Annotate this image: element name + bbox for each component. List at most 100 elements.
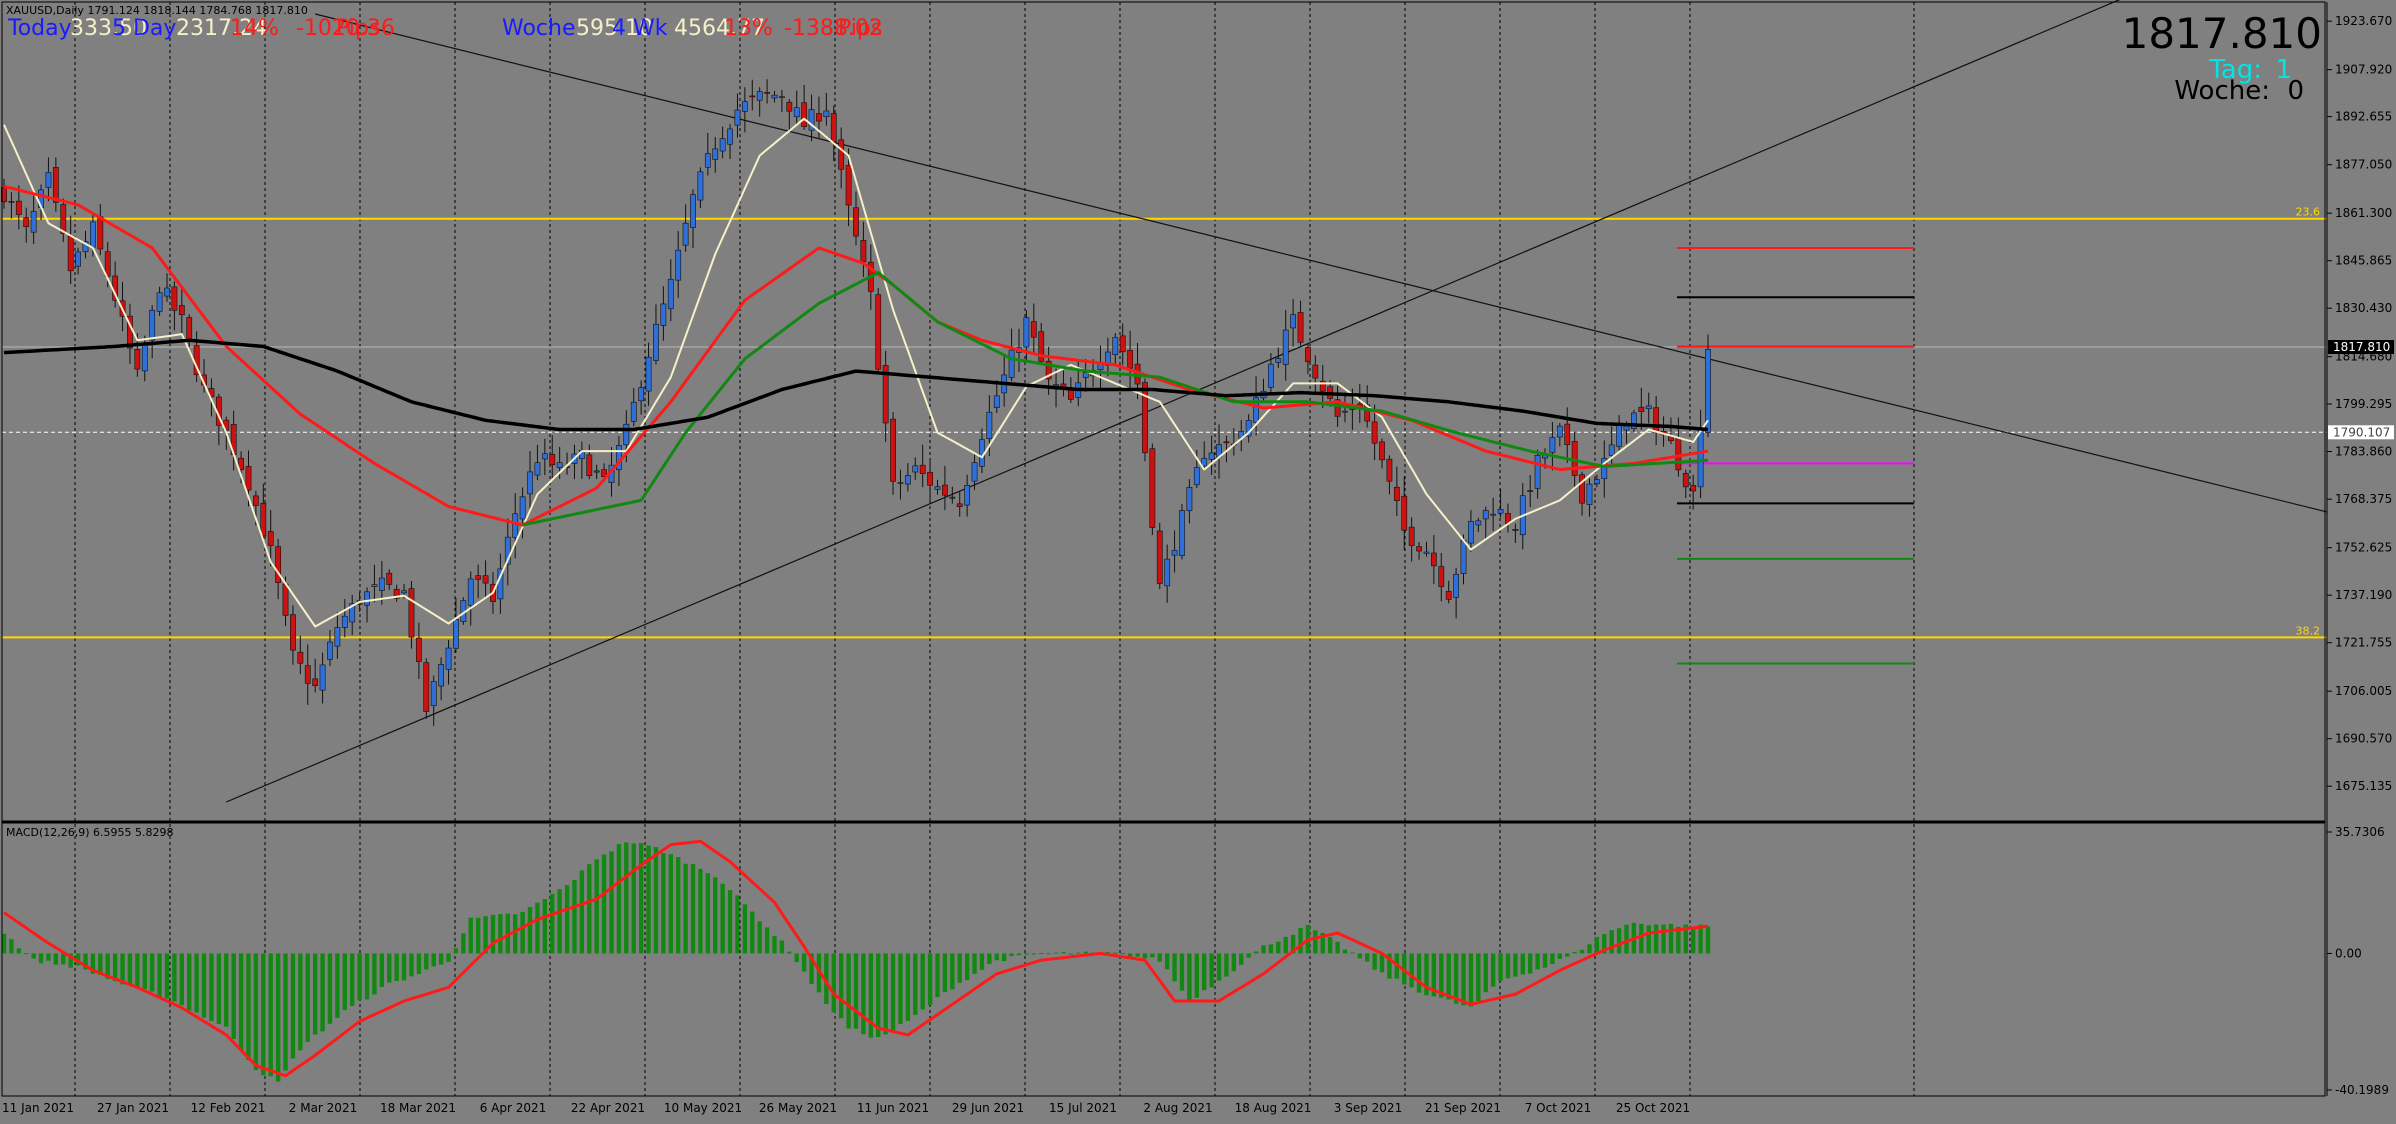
candle-body: [704, 153, 711, 168]
macd-histogram-bar: [572, 879, 577, 954]
macd-histogram-bar: [1557, 953, 1563, 959]
macd-histogram-bar: [453, 948, 459, 954]
macd-histogram-bar: [1135, 953, 1140, 957]
macd-histogram-bar: [868, 953, 874, 1038]
macd-histogram-bar: [1668, 923, 1674, 954]
macd-histogram-bar: [372, 953, 377, 995]
stats-overlay: Today 333.50 5 Day 2317.24 14% -1020.36 …: [7, 16, 883, 41]
candle-body: [1045, 360, 1052, 380]
macd-histogram-bar: [564, 885, 570, 954]
macd-histogram-bar: [194, 953, 199, 1013]
macd-histogram-bar: [1661, 924, 1666, 954]
price-tick-label: 1845.865: [2335, 254, 2392, 268]
macd-histogram-bar: [624, 842, 629, 954]
candle-body: [1253, 397, 1259, 423]
line-price-box: [2328, 425, 2394, 440]
candle-body: [549, 454, 556, 466]
macd-histogram-bar: [1061, 952, 1066, 954]
candle-body: [556, 462, 563, 468]
price-tick-label: 1907.920: [2335, 63, 2392, 77]
last-price-box: [2328, 340, 2394, 355]
candle-body: [260, 502, 267, 537]
trendline-descending: [315, 13, 2328, 513]
time-axis-label: 11 Jun 2021: [857, 1101, 929, 1115]
macd-histogram-bar: [1572, 951, 1577, 954]
macd-histogram-bar: [364, 953, 370, 1000]
macd-histogram-bar: [750, 911, 755, 954]
macd-histogram-bar: [431, 953, 436, 967]
candle-body: [1156, 530, 1163, 584]
macd-histogram-bar: [320, 953, 325, 1032]
macd-histogram-bar: [1083, 951, 1088, 954]
time-axis-label: 3 Sep 2021: [1334, 1101, 1402, 1115]
macd-histogram-bar: [224, 953, 229, 1027]
candle-body: [1319, 380, 1326, 392]
level-lines: [1677, 246, 1914, 665]
candle-body: [238, 457, 244, 471]
candle-body: [838, 139, 845, 170]
macd-histogram-bar: [950, 953, 955, 990]
macd-histogram-bar: [1105, 952, 1111, 954]
macd-histogram-bar: [1616, 928, 1622, 954]
macd-histogram-bar: [1550, 953, 1555, 965]
macd-histogram-bar: [246, 953, 251, 1061]
candle-body: [927, 472, 933, 486]
time-axis-label: 12 Feb 2021: [191, 1101, 266, 1115]
macd-histogram-bar: [1483, 953, 1488, 993]
macd-histogram-bar: [927, 953, 933, 1006]
candle-body: [719, 138, 726, 152]
candle-body: [312, 678, 319, 686]
candle-body: [956, 503, 963, 508]
price-tick-label: 1721.755: [2335, 636, 2392, 650]
macd-histogram-bar: [764, 927, 770, 954]
candle-body: [1082, 372, 1089, 378]
candle-body: [267, 531, 274, 546]
candle-body: [423, 662, 430, 712]
candle-body: [786, 101, 793, 112]
candle-body: [290, 614, 296, 651]
candle-body: [630, 401, 637, 422]
candle-body: [8, 201, 15, 203]
macd-histogram-bar: [201, 953, 207, 1018]
candle-body: [964, 485, 971, 506]
macd-histogram-bar: [1490, 953, 1496, 987]
candle-body: [875, 294, 882, 370]
wk-pips-unit: Pips: [838, 16, 882, 41]
macd-histogram-bar: [668, 854, 673, 954]
candle-body: [178, 305, 185, 316]
candle-body: [823, 110, 830, 118]
macd-histogram-bar: [1542, 953, 1548, 968]
macd-histogram-bar: [987, 953, 992, 964]
candle-body: [675, 249, 682, 281]
price-tick-label: 1768.375: [2335, 492, 2392, 506]
macd-histogram-bar: [601, 854, 607, 954]
candle-body: [319, 664, 326, 691]
macd-histogram-bar: [883, 953, 888, 1035]
macd-histogram-bar: [1698, 924, 1703, 954]
price-tick-label: 1783.860: [2335, 445, 2392, 459]
candle-body: [1379, 441, 1385, 461]
macd-histogram-bar: [68, 953, 73, 968]
macd-histogram-bar: [475, 917, 481, 954]
candle-body: [393, 588, 400, 599]
candle-body: [653, 323, 659, 361]
macd-histogram-bar: [905, 953, 911, 1021]
line-price-label: 1790.107: [2333, 425, 2390, 439]
macd-histogram-bar: [1283, 936, 1288, 954]
time-axis-label: 7 Oct 2021: [1525, 1101, 1592, 1115]
macd-histogram-bar: [216, 953, 222, 1024]
candle-body: [134, 349, 141, 370]
macd-histogram-bar: [935, 953, 940, 998]
candle-body: [1571, 441, 1578, 476]
candle-body: [1119, 335, 1126, 353]
candle-body: [1305, 347, 1311, 362]
day-value: 2317.24: [176, 16, 267, 41]
price-tick-label: 1675.135: [2335, 779, 2392, 793]
macd-histogram-bar: [898, 953, 903, 1024]
macd-histogram-bar: [876, 953, 881, 1038]
candle-body: [1290, 314, 1297, 329]
macd-histogram-bar: [942, 953, 948, 993]
macd-histogram-bar: [283, 953, 288, 1071]
